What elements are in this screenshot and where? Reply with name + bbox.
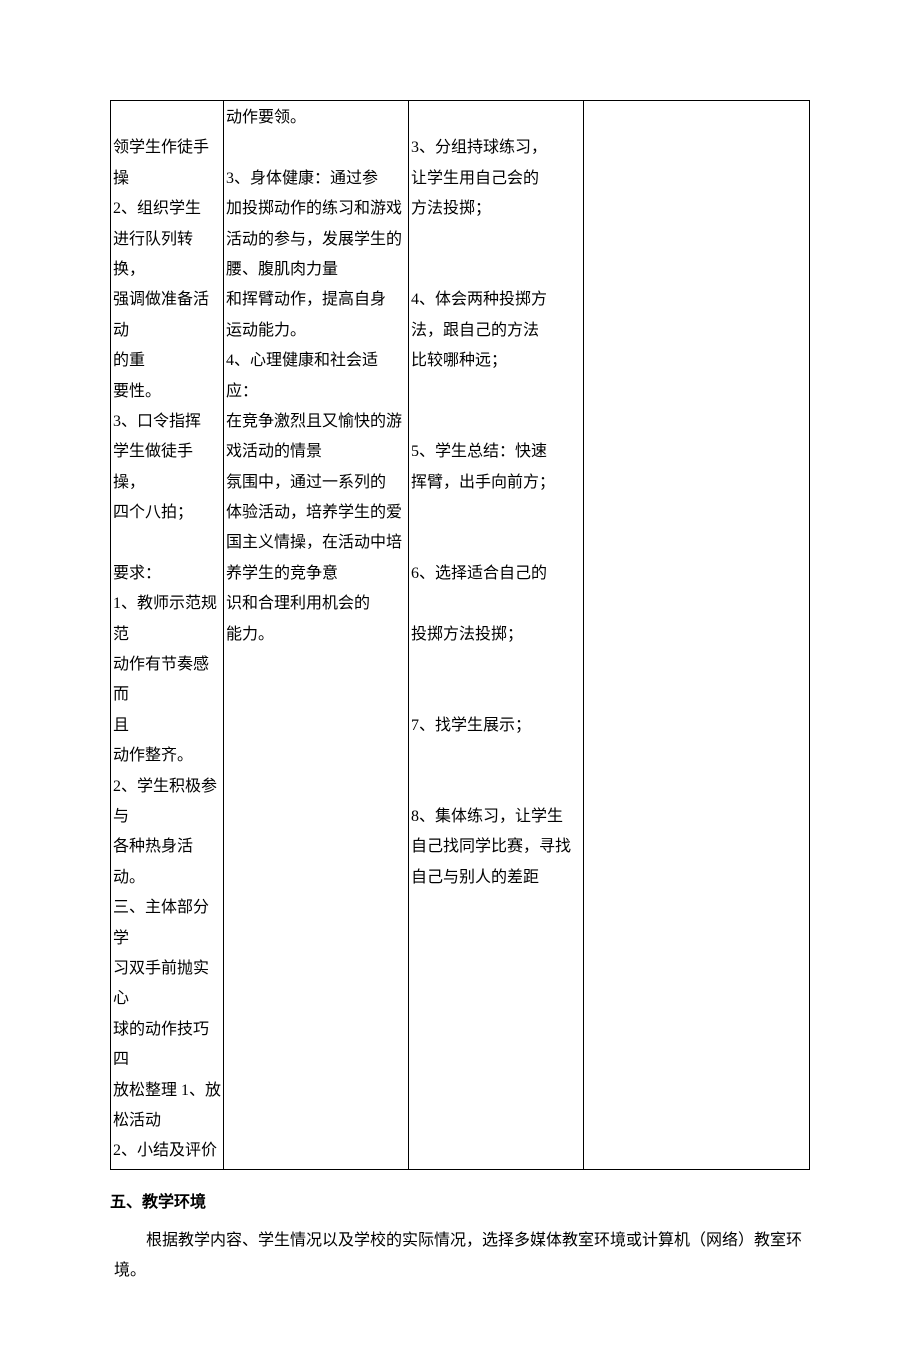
cell-line: 2、学生积极参与: [113, 772, 221, 833]
cell-line: [411, 528, 581, 558]
cell-line: 8、集体练习，让学生: [411, 802, 581, 832]
cell-line: 2、组织学生: [113, 194, 221, 224]
cell-line: 要性。: [113, 377, 221, 407]
cell-line: 四个八拍；: [113, 498, 221, 528]
cell-line: 投掷方法投掷；: [411, 620, 581, 650]
table-cell-col3: 3、分组持球练习，让学生用自己会的方法投掷； 4、体会两种投掷方法，跟自己的方法…: [409, 101, 584, 1170]
cell-line: 3、身体健康：通过参: [226, 164, 406, 194]
cell-line: 自己找同学比赛，寻找: [411, 832, 581, 862]
cell-line: [113, 528, 221, 558]
section-heading: 五、教学环境: [110, 1188, 810, 1218]
cell-line: 法，跟自己的方法: [411, 316, 581, 346]
cell-line: 能力。: [226, 620, 406, 650]
cell-line: 7、找学生展示；: [411, 711, 581, 741]
cell-line: 挥臂，出手向前方；: [411, 468, 581, 498]
cell-line: [113, 103, 221, 133]
cell-line: [226, 133, 406, 163]
cell-line: 且: [113, 711, 221, 741]
cell-line: 进行队列转换，: [113, 225, 221, 286]
cell-line: 的重: [113, 346, 221, 376]
cell-line: 加投掷动作的练习和游戏: [226, 194, 406, 224]
cell-line: 体验活动，培养学生的爱: [226, 498, 406, 528]
cell-line: [411, 377, 581, 407]
cell-line: 运动能力。: [226, 316, 406, 346]
cell-line: [411, 741, 581, 771]
cell-line: 习双手前抛实心: [113, 954, 221, 1015]
cell-line: 三、主体部分学: [113, 893, 221, 954]
cell-line: 4、体会两种投掷方: [411, 285, 581, 315]
cell-line: 动作要领。: [226, 103, 406, 133]
cell-line: 学生做徒手操，: [113, 437, 221, 498]
cell-line: 要求：: [113, 559, 221, 589]
cell-line: 5、学生总结：快速: [411, 437, 581, 467]
cell-line: 4、心理健康和社会适应：: [226, 346, 406, 407]
cell-line: [411, 407, 581, 437]
cell-line: 养学生的竞争意: [226, 559, 406, 589]
cell-line: [411, 650, 581, 680]
cell-line: 识和合理利用机会的: [226, 589, 406, 619]
section-paragraph: 根据教学内容、学生情况以及学校的实际情况，选择多媒体教室环境或计算机（网络）教室…: [114, 1226, 806, 1287]
table-cell-col2: 动作要领。 3、身体健康：通过参加投掷动作的练习和游戏活动的参与，发展学生的腰、…: [224, 101, 409, 1170]
cell-line: 松活动: [113, 1106, 221, 1136]
cell-line: [411, 498, 581, 528]
cell-line: 方法投掷；: [411, 194, 581, 224]
cell-line: 国主义情操，在活动中培: [226, 528, 406, 558]
cell-line: 放松整理 1、放: [113, 1076, 221, 1106]
table-cell-col1: 领学生作徒手操2、组织学生进行队列转换，强调做准备活动的重要性。3、口令指挥学生…: [111, 101, 224, 1170]
cell-line: 强调做准备活动: [113, 285, 221, 346]
cell-line: 比较哪种远；: [411, 346, 581, 376]
table-cell-col4: [584, 101, 810, 1170]
cell-line: 让学生用自己会的: [411, 164, 581, 194]
cell-line: 动作整齐。: [113, 741, 221, 771]
cell-line: 3、分组持球练习，: [411, 133, 581, 163]
cell-line: [411, 680, 581, 710]
cell-line: 6、选择适合自己的: [411, 559, 581, 589]
cell-line: 和挥臂动作，提高自身: [226, 285, 406, 315]
lesson-plan-table: 领学生作徒手操2、组织学生进行队列转换，强调做准备活动的重要性。3、口令指挥学生…: [110, 100, 810, 1170]
cell-line: 动作有节奏感而: [113, 650, 221, 711]
cell-line: [411, 589, 581, 619]
cell-line: [411, 225, 581, 255]
cell-line: 1、教师示范规范: [113, 589, 221, 650]
cell-line: [411, 772, 581, 802]
cell-line: 氛围中，通过一系列的: [226, 468, 406, 498]
cell-line: 领学生作徒手操: [113, 133, 221, 194]
cell-line: 2、小结及评价: [113, 1136, 221, 1166]
cell-line: 自己与别人的差距: [411, 863, 581, 893]
cell-line: 3、口令指挥: [113, 407, 221, 437]
cell-line: 戏活动的情景: [226, 437, 406, 467]
cell-line: 活动的参与，发展学生的: [226, 225, 406, 255]
cell-line: 球的动作技巧四: [113, 1015, 221, 1076]
cell-line: 各种热身活动。: [113, 832, 221, 893]
cell-line: [411, 103, 581, 133]
cell-line: 在竞争激烈且又愉快的游: [226, 407, 406, 437]
cell-line: 腰、腹肌肉力量: [226, 255, 406, 285]
cell-line: [411, 255, 581, 285]
